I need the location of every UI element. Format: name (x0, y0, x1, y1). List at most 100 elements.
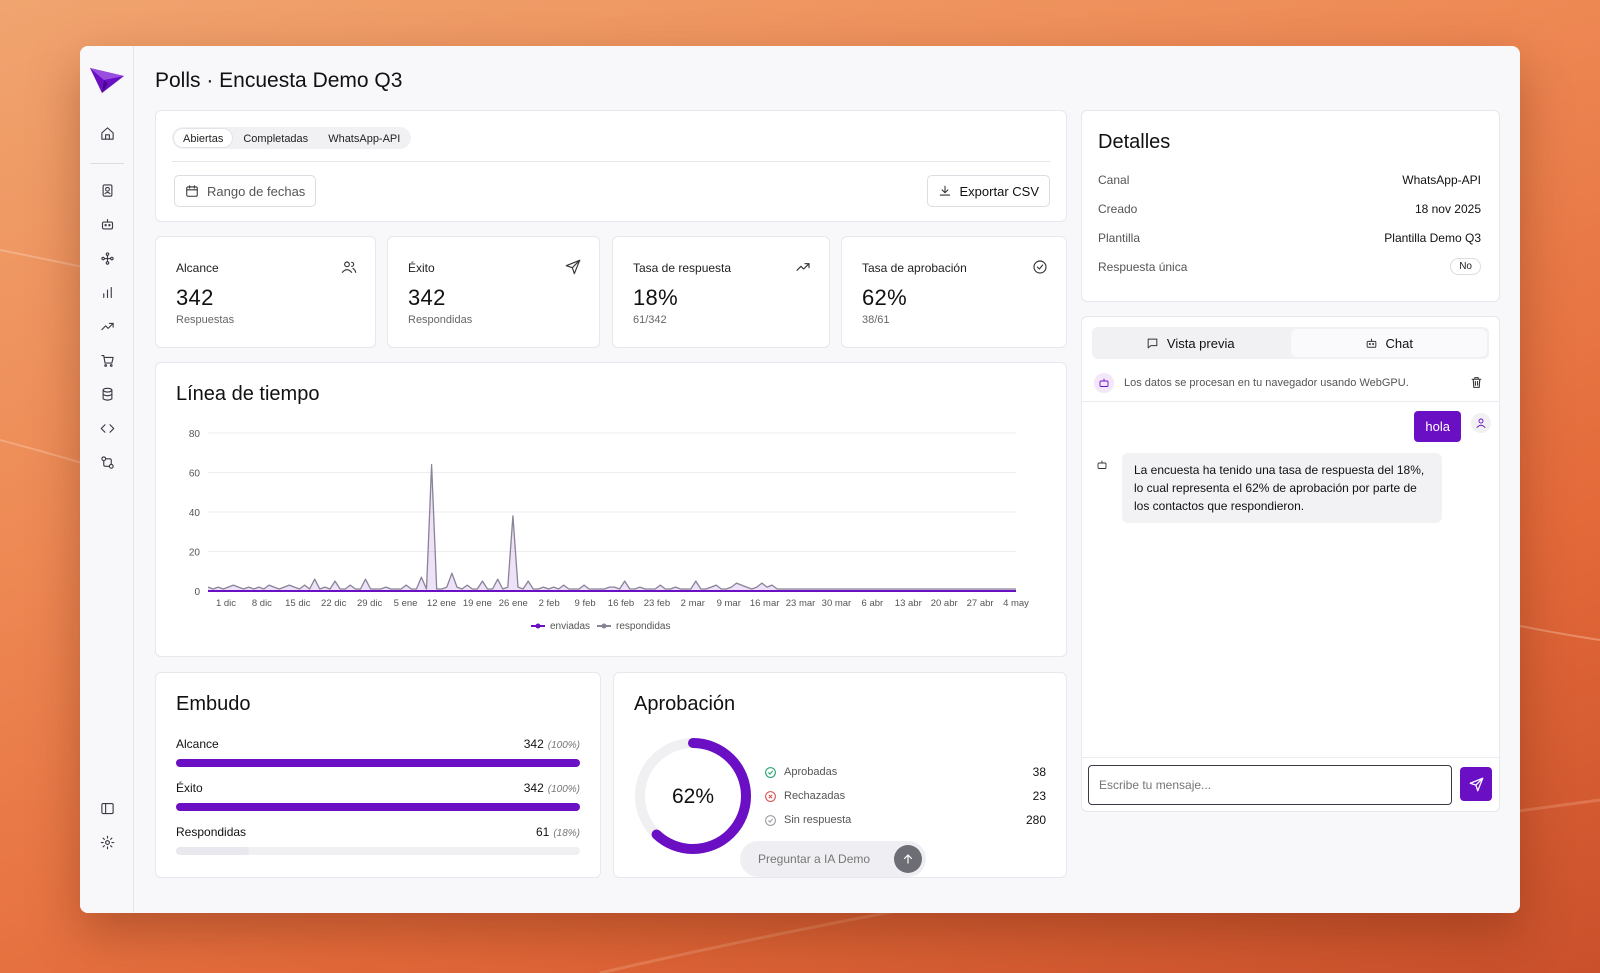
check-circle-icon (1032, 259, 1048, 275)
export-csv-button[interactable]: Exportar CSV (926, 175, 1050, 207)
y-tick-label: 40 (189, 508, 201, 519)
y-tick-label: 20 (189, 548, 201, 559)
trending-up-icon (795, 259, 811, 275)
chat-message-input[interactable] (1088, 765, 1452, 805)
x-tick-label: 12 ene (427, 598, 456, 609)
stat-value: 18% (633, 285, 678, 310)
arrow-up-icon[interactable] (894, 845, 922, 873)
ask-ai-button[interactable]: Preguntar a IA Demo (740, 841, 926, 877)
detail-row-creado: Creado 18 nov 2025 (1098, 200, 1481, 220)
tab-vista-previa[interactable]: Vista previa (1092, 327, 1289, 359)
funnel-label: Éxito (176, 781, 203, 795)
y-tick-label: 60 (189, 469, 201, 480)
bar-chart-icon[interactable] (97, 282, 117, 302)
tab-whatsapp-api[interactable]: WhatsApp-API (328, 133, 401, 145)
funnel-row-alcance: Alcance 342 (100%) (176, 737, 580, 773)
legend-swatch-dot (601, 623, 607, 629)
x-tick-label: 27 abr (967, 598, 994, 609)
detail-value: 18 nov 2025 (1414, 202, 1481, 216)
funnel-value: 342 (100%) (523, 781, 580, 795)
cart-icon[interactable] (97, 350, 117, 370)
x-tick-label: 15 dic (285, 598, 311, 609)
chat-card: Vista previa Chat Los datos se procesan … (1081, 316, 1500, 812)
ask-ai-label: Preguntar a IA Demo (758, 852, 871, 866)
chat-notice: Los datos se procesan en tu navegador us… (1094, 369, 1487, 397)
x-tick-label: 26 ene (499, 598, 528, 609)
funnel-label: Respondidas (176, 825, 247, 839)
series-line-respondidas (207, 463, 1016, 590)
detail-key: Respuesta única (1098, 260, 1188, 274)
legend-label: Sin respuesta (784, 814, 852, 826)
approval-card: Aprobación 62% Aprobadas 38 Rechazadas 2… (613, 672, 1067, 878)
x-tick-label: 4 may (1003, 598, 1029, 609)
funnel-row-exito: Éxito 342 (100%) (176, 781, 580, 817)
x-tick-label: 13 abr (895, 598, 922, 609)
funnel-title: Embudo (176, 693, 251, 715)
x-tick-label: 6 abr (862, 598, 884, 609)
detail-row-respuesta-unica: Respuesta única No (1098, 258, 1481, 278)
donut-percent: 62% (672, 785, 714, 808)
legend-rechazadas: Rechazadas 23 (764, 789, 1046, 807)
approval-donut: 62% (635, 738, 751, 854)
send-icon (1469, 777, 1483, 791)
stat-card-exito: Éxito 342 Respondidas (387, 236, 600, 348)
sidebar-divider (90, 163, 124, 164)
message-square-icon (1147, 338, 1158, 348)
y-tick-label: 80 (189, 429, 201, 440)
trending-icon[interactable] (97, 316, 117, 336)
stat-label: Tasa de aprobación (862, 261, 967, 275)
detail-row-plantilla: Plantilla Plantilla Demo Q3 (1098, 229, 1481, 249)
tab-vista-previa-label: Vista previa (1166, 335, 1235, 351)
funnel-bar-fill (176, 803, 580, 811)
legend-aprobadas: Aprobadas 38 (764, 765, 1046, 783)
timeline-title: Línea de tiempo (176, 383, 320, 405)
detail-row-canal: Canal WhatsApp-API (1098, 171, 1481, 191)
app-logo-icon[interactable] (88, 62, 126, 96)
funnel-bar-track (176, 803, 580, 811)
sidebar (80, 46, 134, 913)
workflow-icon[interactable] (97, 248, 117, 268)
users-icon (341, 259, 357, 275)
series-area-respondidas (208, 464, 1016, 591)
x-tick-label: 23 mar (786, 598, 816, 609)
funnel-bar-track (176, 847, 580, 855)
user-avatar-icon (1471, 413, 1491, 433)
trash-icon[interactable] (1470, 376, 1483, 389)
tab-completadas[interactable]: Completadas (243, 133, 309, 145)
funnel-bar-fill (176, 759, 580, 767)
details-card: Detalles Canal WhatsApp-API Creado 18 no… (1081, 110, 1500, 302)
contacts-icon[interactable] (97, 180, 117, 200)
panel-toggle-icon[interactable] (97, 798, 117, 818)
detail-value: WhatsApp-API (1402, 173, 1481, 187)
integrations-icon[interactable] (97, 452, 117, 472)
unique-response-badge: No (1450, 258, 1481, 275)
check-circle-icon (765, 767, 776, 778)
user-message: hola (1414, 411, 1461, 442)
x-tick-label: 2 feb (539, 598, 560, 609)
home-icon[interactable] (97, 123, 117, 143)
bot-icon (1094, 373, 1114, 393)
stat-sub: Respondidas (408, 314, 473, 326)
tab-chat[interactable]: Chat (1290, 329, 1487, 357)
database-icon[interactable] (97, 384, 117, 404)
bot-icon[interactable] (97, 214, 117, 234)
stat-card-alcance: Alcance 342 Respuestas (155, 236, 376, 348)
chat-mode-toggle: Vista previa Chat (1092, 327, 1489, 359)
chat-input-divider (1082, 757, 1499, 758)
tab-abiertas[interactable]: Abiertas (174, 129, 233, 147)
funnel-value: 61 (18%) (535, 825, 580, 839)
funnel-row-respondidas: Respondidas 61 (18%) (176, 825, 580, 861)
legend-value: 38 (1032, 765, 1046, 779)
x-tick-label: 9 mar (717, 598, 741, 609)
code-icon[interactable] (97, 418, 117, 438)
x-tick-label: 9 feb (575, 598, 596, 609)
stat-sub: 61/342 (633, 314, 667, 326)
date-range-button[interactable]: Rango de fechas (174, 175, 317, 207)
x-tick-label: 5 ene (394, 598, 418, 609)
send-button[interactable] (1460, 767, 1492, 801)
settings-icon[interactable] (97, 832, 117, 852)
detail-key: Plantilla (1098, 231, 1141, 245)
timeline-card: Línea de tiempo 0 20 40 60 80 1 dic 8 dic 15 di… (155, 362, 1067, 657)
detail-key: Canal (1098, 173, 1130, 187)
legend-sin-respuesta: Sin respuesta 280 (764, 813, 1046, 831)
